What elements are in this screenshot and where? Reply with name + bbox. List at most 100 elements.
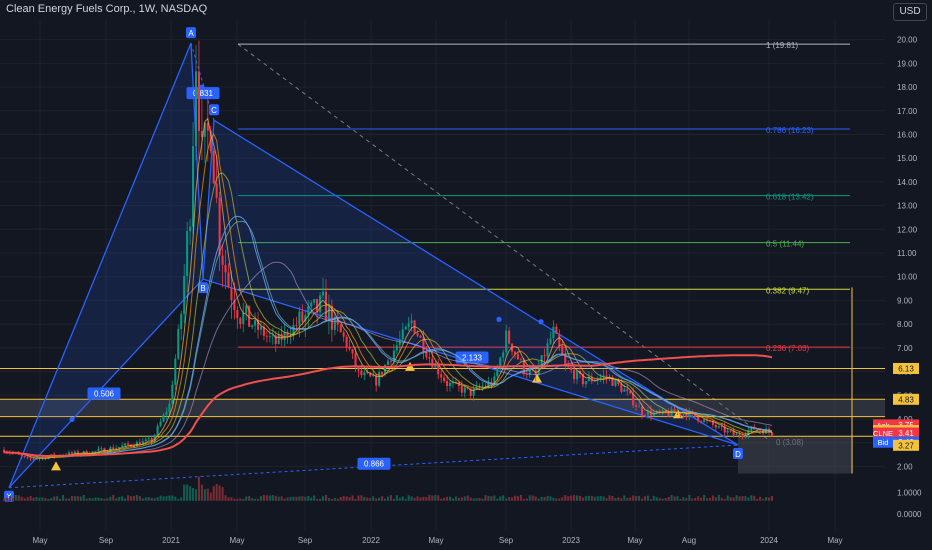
pattern-ratio-label: 2.133: [462, 354, 483, 363]
candle: [747, 430, 750, 436]
currency-button[interactable]: USD: [893, 3, 927, 21]
volume-bar: [481, 498, 484, 501]
candle: [487, 381, 490, 387]
volume-bar: [593, 496, 596, 501]
volume-bar: [753, 495, 756, 501]
ma-line: [4, 172, 773, 458]
candle: [386, 360, 390, 365]
candle: [259, 326, 263, 330]
fibonacci-retracement[interactable]: 1 (19.81) 0.786 (16.23) 0.618 (13.42) 0.5 (…: [237, 41, 850, 447]
candle: [298, 311, 301, 326]
candle: [271, 335, 274, 337]
candle: [357, 367, 360, 371]
candle: [94, 451, 97, 452]
candle: [552, 326, 555, 339]
candle: [576, 371, 579, 380]
volume-bar: [56, 496, 59, 501]
volume-bar: [47, 498, 50, 501]
candle: [348, 346, 351, 350]
volume-bar: [576, 495, 579, 501]
volume-bar: [381, 496, 384, 501]
candle: [546, 343, 549, 357]
candle: [194, 71, 198, 147]
volume-bar: [286, 497, 289, 501]
volume-bar: [431, 495, 434, 501]
volume-bar: [153, 498, 156, 501]
candle: [351, 349, 354, 354]
candle: [354, 353, 357, 368]
candle: [127, 443, 130, 445]
volume-bar: [484, 495, 487, 501]
volume-bar: [478, 497, 481, 501]
candle: [316, 299, 319, 313]
candle: [268, 336, 271, 337]
volume-bar: [443, 497, 446, 501]
time-axis-label: May: [229, 536, 244, 545]
volume-bar: [283, 498, 286, 501]
candle: [165, 412, 168, 415]
volume-bar: [319, 498, 322, 501]
volume-bar: [705, 498, 709, 501]
volume-bar: [177, 498, 180, 501]
candle: [499, 357, 502, 369]
candle: [635, 405, 638, 407]
volume-bar: [738, 496, 741, 501]
candle: [717, 426, 720, 428]
volume-bar: [643, 496, 647, 501]
time-axis[interactable]: May Sep 2021 May Sep 2022 May Sep 2023 May Aug 2024…: [32, 536, 842, 545]
volume-bar: [401, 496, 404, 501]
signal-dot: [538, 319, 544, 325]
volume-bar: [620, 498, 623, 501]
volume-bar: [487, 495, 490, 501]
volume-bar: [440, 498, 443, 501]
price-axis-label: 7.00: [897, 344, 913, 353]
time-axis-label: 2024: [760, 536, 778, 545]
candle: [629, 390, 632, 394]
volume-bar: [127, 495, 130, 501]
price-tag-label-box: [873, 436, 893, 448]
fib-level-label: 1 (19.81): [766, 41, 798, 50]
volume-bar: [667, 497, 670, 501]
time-axis-label: Aug: [682, 536, 696, 545]
volume-bar: [720, 497, 723, 501]
volume-bar: [629, 497, 632, 501]
candle: [584, 381, 587, 385]
time-axis-label: May: [627, 536, 642, 545]
candle: [738, 434, 741, 436]
volume-bar: [124, 498, 127, 501]
pattern-ratio-badge: [87, 387, 121, 400]
volume-bar: [605, 498, 608, 501]
candle: [189, 226, 192, 232]
volume-axis-label: 1.0000: [897, 488, 922, 497]
volume-bar: [194, 489, 198, 501]
candle: [118, 446, 121, 449]
volume-bar: [307, 495, 310, 501]
candle: [168, 403, 171, 413]
candle: [369, 373, 372, 377]
volume-bar: [227, 497, 230, 501]
fib-level-label: 0.382 (9.47): [766, 286, 809, 295]
volume-bar: [59, 498, 62, 501]
volume-bar: [729, 497, 732, 501]
time-axis-label: 2023: [562, 536, 580, 545]
price-tag: [893, 419, 919, 431]
volume-bar: [20, 496, 23, 501]
candle: [147, 438, 150, 440]
candle: [440, 374, 443, 378]
candle: [29, 457, 32, 459]
candle: [703, 419, 706, 422]
time-axis-label: May: [428, 536, 443, 545]
volume-bar: [378, 497, 381, 501]
volume-bar: [608, 495, 611, 501]
time-axis-label: Sep: [499, 536, 514, 545]
price-axis-label: 16.00: [897, 130, 918, 139]
candle: [750, 426, 753, 431]
volume-bar: [109, 496, 112, 501]
pattern-xd-line: [8, 444, 739, 489]
candle: [342, 332, 345, 337]
volume-bar: [617, 497, 620, 501]
time-axis-label: 2021: [162, 536, 180, 545]
candle: [658, 410, 661, 413]
candle: [159, 421, 162, 426]
